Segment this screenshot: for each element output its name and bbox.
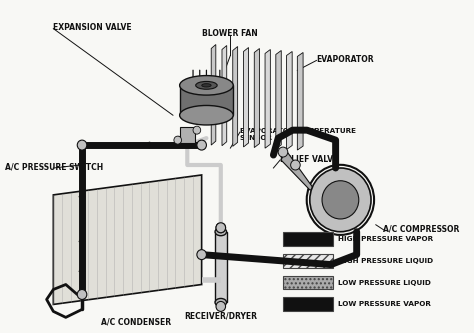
Polygon shape (254, 49, 259, 148)
Text: LOW PRESSURE VAPOR: LOW PRESSURE VAPOR (338, 301, 431, 307)
Polygon shape (233, 47, 237, 146)
Ellipse shape (196, 82, 217, 89)
Text: LOW PRESSURE LIQUID: LOW PRESSURE LIQUID (338, 279, 431, 285)
Text: RECEIVER/DRYER: RECEIVER/DRYER (184, 311, 257, 320)
Bar (283, 232, 333, 246)
Circle shape (291, 160, 300, 170)
Ellipse shape (202, 84, 211, 87)
Circle shape (216, 301, 226, 311)
Text: RELIEF VALVE: RELIEF VALVE (280, 155, 338, 164)
Circle shape (322, 181, 359, 219)
Circle shape (77, 140, 87, 150)
Polygon shape (54, 175, 201, 304)
Bar (180, 127, 195, 143)
Text: A/C COMPRESSOR: A/C COMPRESSOR (383, 225, 460, 234)
Polygon shape (276, 51, 281, 149)
Polygon shape (180, 85, 233, 115)
Polygon shape (222, 46, 227, 146)
Polygon shape (287, 52, 292, 150)
Polygon shape (244, 48, 248, 147)
Circle shape (174, 136, 182, 144)
Circle shape (278, 147, 288, 157)
Bar (283, 297, 333, 311)
Ellipse shape (180, 106, 233, 125)
Text: EXPANSION VALVE: EXPANSION VALVE (54, 23, 132, 32)
Circle shape (77, 289, 87, 299)
Polygon shape (265, 50, 270, 148)
Circle shape (216, 223, 226, 233)
Text: A/C CONDENSER: A/C CONDENSER (101, 317, 171, 326)
Circle shape (216, 223, 226, 233)
Bar (283, 275, 333, 289)
Ellipse shape (215, 228, 227, 236)
Text: EVAPORATOR TEMPERATURE
SENSOR: EVAPORATOR TEMPERATURE SENSOR (240, 128, 356, 141)
Ellipse shape (180, 76, 233, 95)
Text: HIGH PRESSURE LIQUID: HIGH PRESSURE LIQUID (338, 258, 434, 264)
Text: HIGH PRESSURE VAPOR: HIGH PRESSURE VAPOR (338, 236, 434, 242)
Text: EVAPORATOR: EVAPORATOR (317, 56, 374, 65)
Polygon shape (297, 53, 303, 150)
Text: A/C PRESSURE SWITCH: A/C PRESSURE SWITCH (6, 162, 104, 171)
Circle shape (197, 250, 207, 260)
Bar (283, 254, 333, 268)
Circle shape (193, 126, 201, 134)
Circle shape (197, 140, 207, 150)
Circle shape (310, 168, 371, 232)
Text: BLOWER FAN: BLOWER FAN (202, 29, 258, 38)
Bar (215, 232, 227, 302)
Polygon shape (211, 45, 216, 145)
Ellipse shape (215, 298, 227, 306)
Polygon shape (281, 150, 315, 190)
